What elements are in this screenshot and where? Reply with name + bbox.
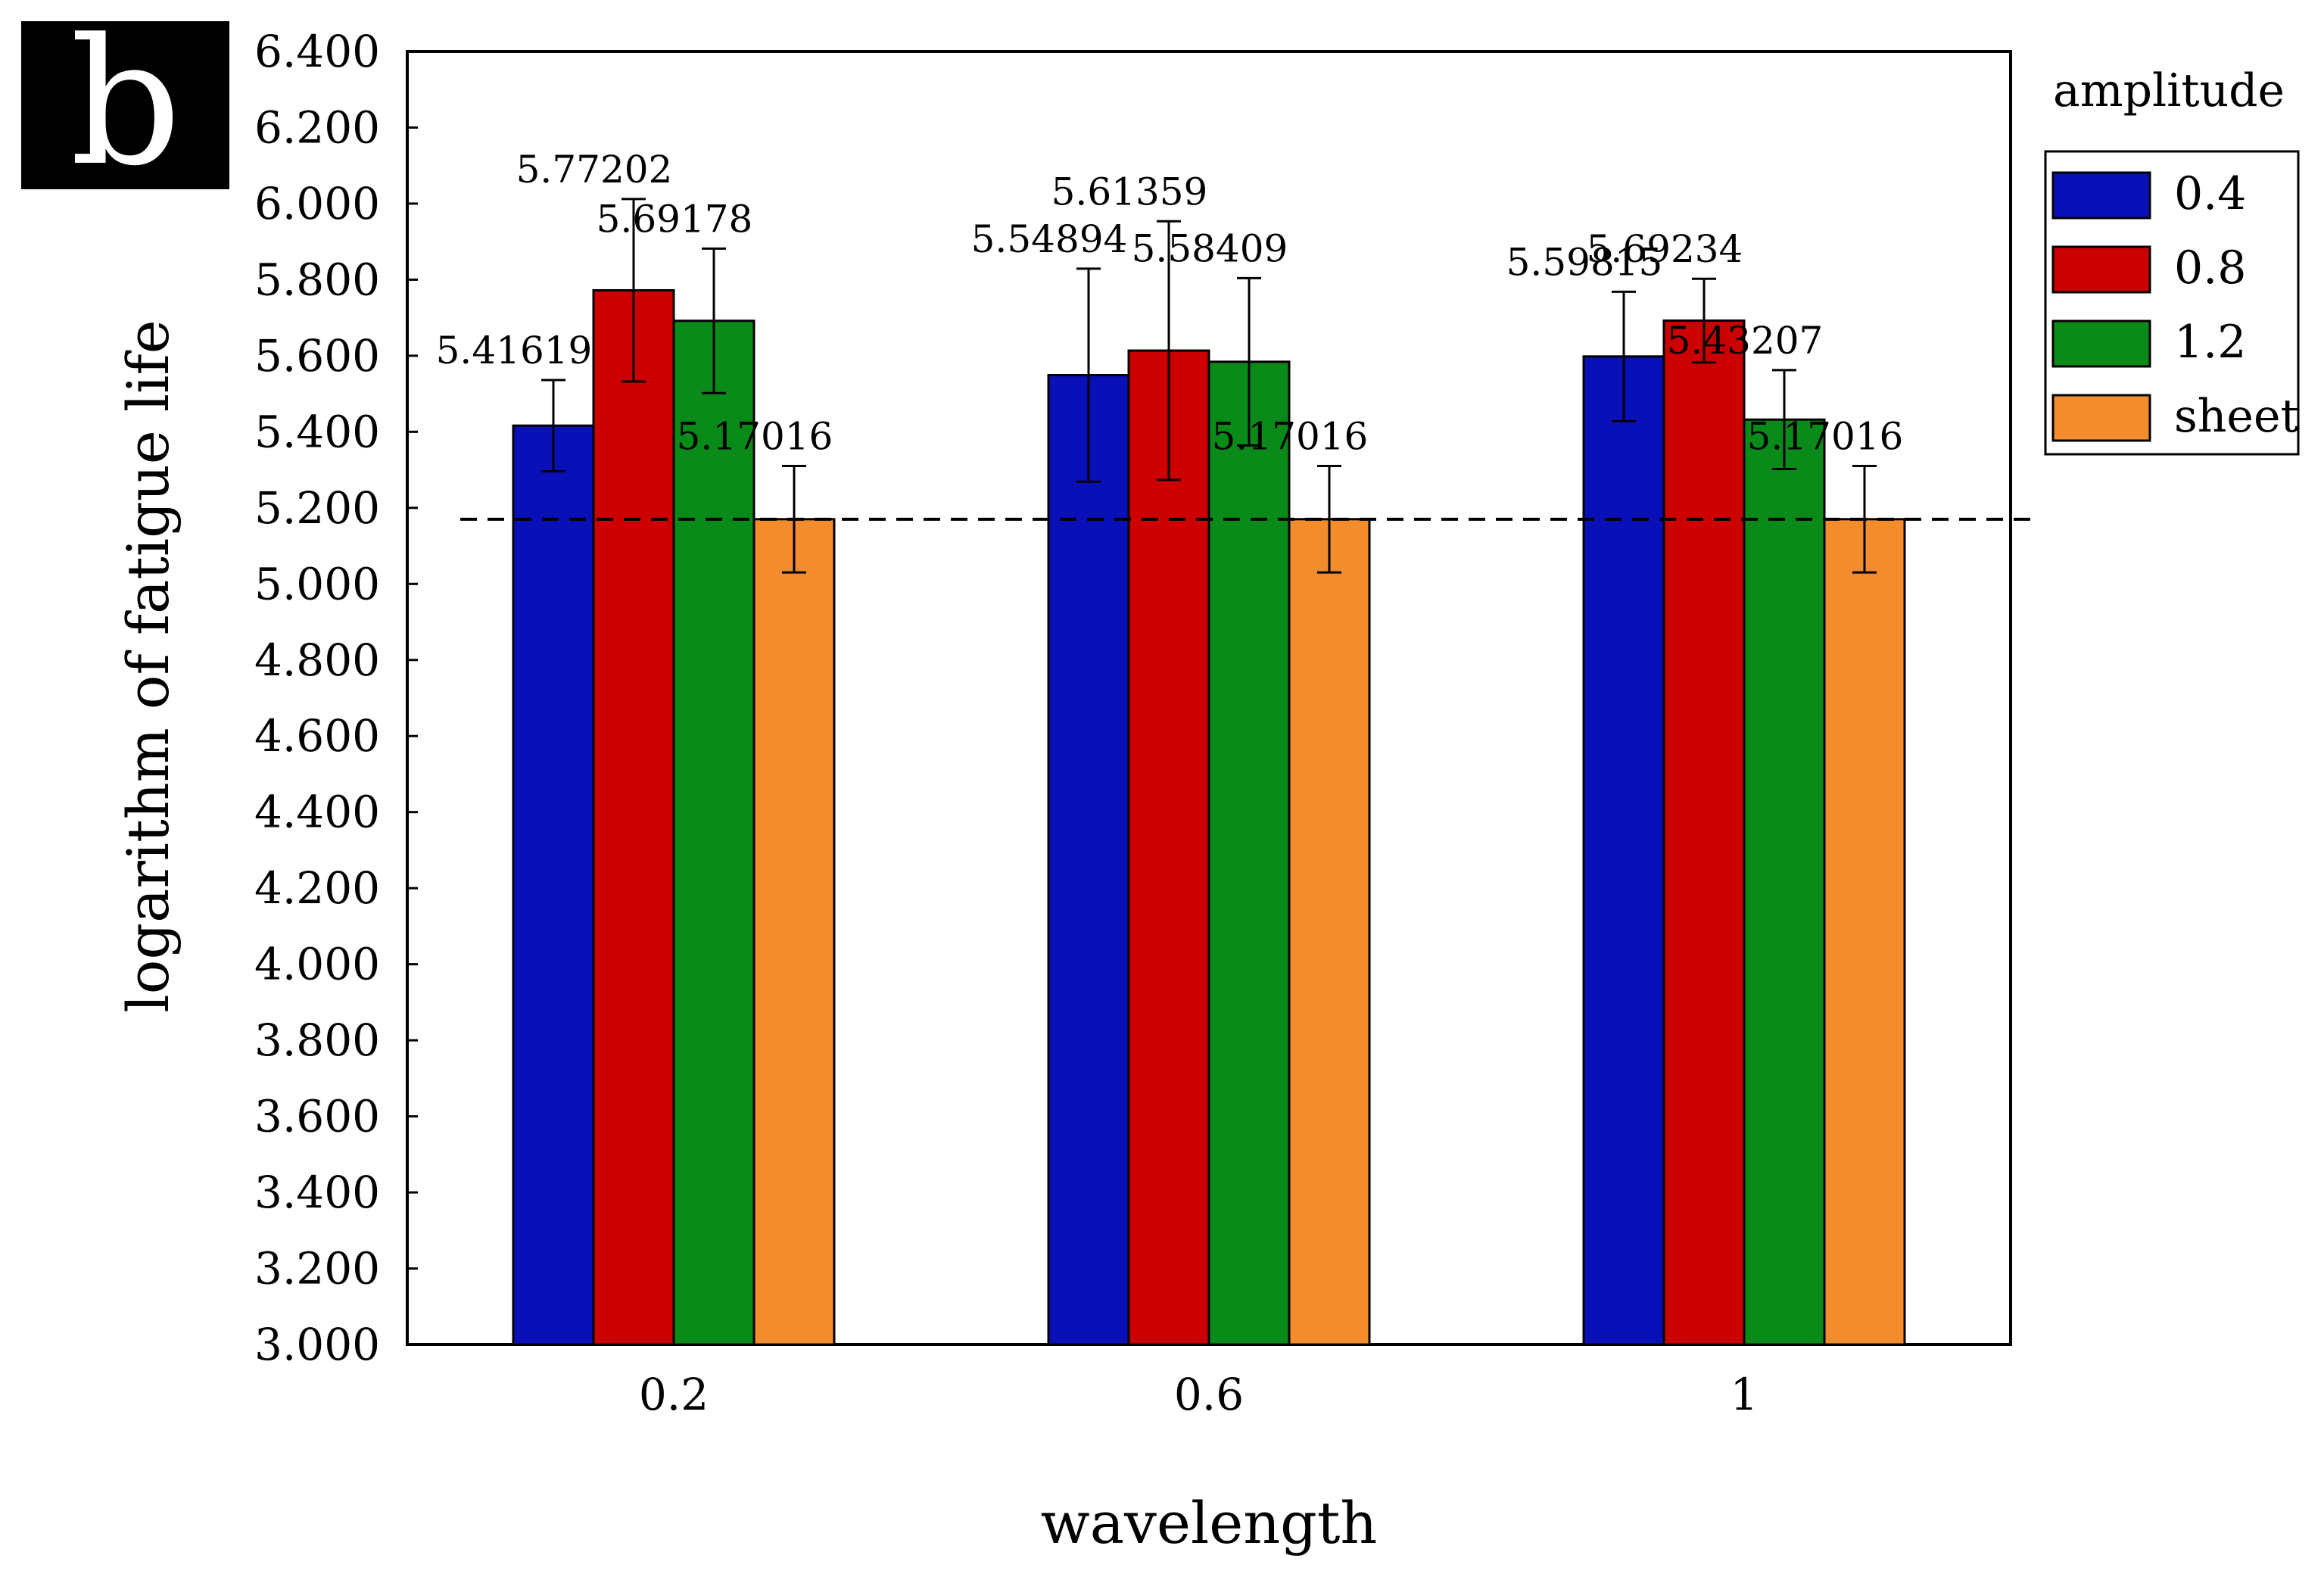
y-tick-label: 4.200 bbox=[254, 862, 380, 914]
bar-0.4-0.2 bbox=[512, 424, 595, 1346]
data-label: 5.59815 bbox=[1506, 240, 1663, 284]
legend-swatch-1.2 bbox=[2051, 319, 2151, 368]
data-label: 5.69234 bbox=[1587, 227, 1743, 271]
legend-label-1.2: 1.2 bbox=[2174, 316, 2246, 369]
data-label: 5.17016 bbox=[1212, 414, 1369, 458]
y-axis-ticks: 3.000 3.200 3.400 3.600 3.800 4.000 4.200 4.400… bbox=[254, 26, 418, 1370]
y-tick-label: 6.200 bbox=[254, 101, 380, 153]
y-tick-label: 3.000 bbox=[254, 1319, 380, 1370]
y-tick-label: 3.600 bbox=[254, 1091, 380, 1142]
legend-title: amplitude bbox=[2053, 64, 2285, 117]
bar-0.8-0.2 bbox=[592, 288, 675, 1346]
data-label: 5.17016 bbox=[677, 414, 833, 458]
x-tick-label: 0.6 bbox=[1174, 1369, 1244, 1420]
bar-sheet-0.2 bbox=[752, 518, 836, 1346]
y-tick-label: 3.400 bbox=[254, 1167, 380, 1218]
bar-sheet-1 bbox=[1823, 518, 1906, 1346]
bars-group bbox=[512, 288, 1906, 1346]
panel-badge bbox=[21, 21, 229, 189]
data-label: 5.69178 bbox=[597, 197, 753, 241]
y-tick-label: 6.000 bbox=[254, 178, 380, 229]
y-tick-label: 5.200 bbox=[254, 482, 380, 534]
legend-swatch-0.4 bbox=[2051, 171, 2151, 220]
data-label: 5.41619 bbox=[436, 329, 593, 372]
data-labels-group: 5.41619 5.54894 5.59815 5.77202 5.61359 5.692… bbox=[436, 148, 1904, 459]
bar-0.8-1 bbox=[1662, 319, 1746, 1346]
x-axis-ticks: 0.2 0.6 1 bbox=[639, 1369, 1759, 1420]
legend: 0.4 0.8 1.2 sheet bbox=[2051, 167, 2299, 443]
y-tick-label: 3.800 bbox=[254, 1014, 380, 1066]
legend-label-0.8: 0.8 bbox=[2174, 242, 2246, 294]
legend-label-0.4: 0.4 bbox=[2174, 167, 2246, 220]
legend-swatch-0.8 bbox=[2051, 245, 2151, 294]
bar-sheet-0.6 bbox=[1288, 518, 1371, 1346]
bar-0.8-0.6 bbox=[1127, 349, 1210, 1346]
panel-label: b bbox=[70, 2, 181, 204]
x-tick-label: 0.2 bbox=[639, 1369, 709, 1420]
data-label: 5.17016 bbox=[1747, 414, 1904, 458]
y-tick-label: 3.200 bbox=[254, 1243, 380, 1295]
y-tick-label: 5.600 bbox=[254, 330, 380, 382]
bar-1.2-0.2 bbox=[672, 319, 755, 1346]
legend-label-sheet: sheet bbox=[2174, 390, 2299, 443]
error-bars-group bbox=[541, 198, 1877, 574]
y-tick-label: 4.600 bbox=[254, 710, 380, 762]
data-label: 5.58409 bbox=[1132, 226, 1288, 270]
y-tick-label: 4.800 bbox=[254, 634, 380, 686]
bar-0.4-1 bbox=[1582, 355, 1665, 1346]
y-axis-title: logarithm of fatigue life bbox=[114, 319, 182, 1012]
bar-1.2-0.6 bbox=[1207, 360, 1291, 1346]
y-tick-label: 5.400 bbox=[254, 406, 380, 457]
data-label: 5.43207 bbox=[1667, 319, 1824, 363]
data-label: 5.54894 bbox=[971, 217, 1128, 261]
data-label: 5.77202 bbox=[516, 148, 673, 192]
x-tick-label: 1 bbox=[1731, 1369, 1759, 1420]
bar-1.2-1 bbox=[1743, 418, 1826, 1346]
y-tick-label: 5.000 bbox=[254, 558, 380, 609]
y-tick-label: 4.400 bbox=[254, 787, 380, 838]
legend-swatch-sheet bbox=[2051, 394, 2151, 442]
data-label: 5.61359 bbox=[1051, 170, 1208, 213]
x-axis-title: wavelength bbox=[1041, 1489, 1378, 1557]
y-tick-label: 6.400 bbox=[254, 26, 380, 77]
y-tick-label: 5.800 bbox=[254, 254, 380, 305]
y-tick-label: 4.000 bbox=[254, 939, 380, 990]
